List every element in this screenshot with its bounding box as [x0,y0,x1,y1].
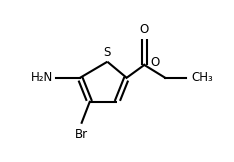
Text: H₂N: H₂N [30,71,53,84]
Text: CH₃: CH₃ [191,71,213,84]
Text: Br: Br [75,128,88,141]
Text: O: O [140,23,149,36]
Text: S: S [104,46,111,58]
Text: O: O [150,56,159,69]
